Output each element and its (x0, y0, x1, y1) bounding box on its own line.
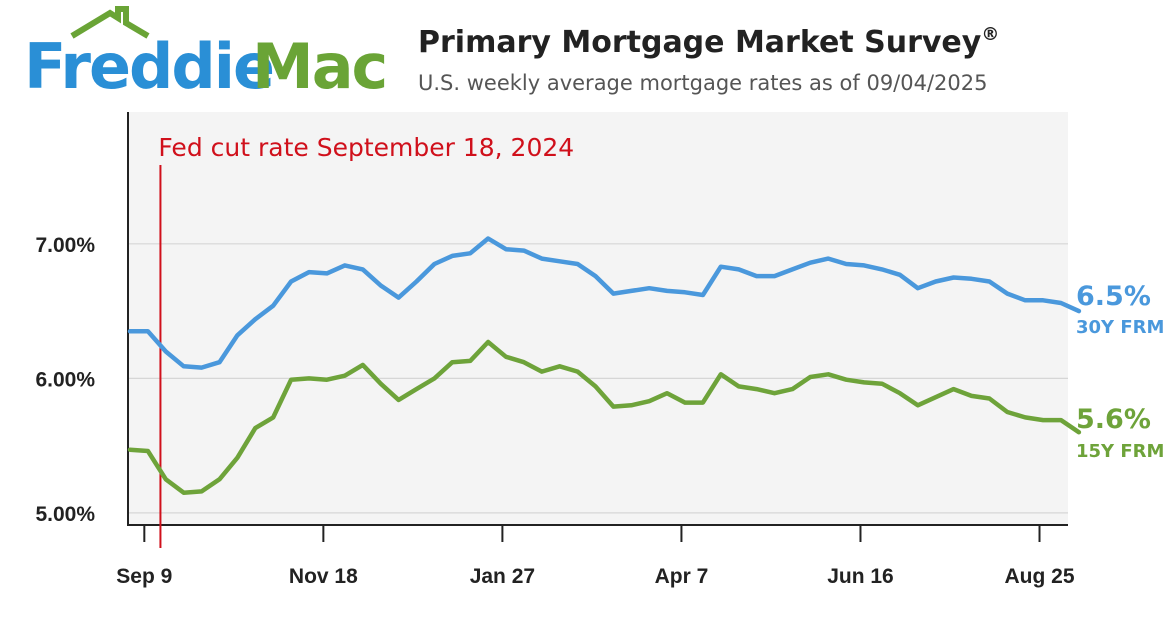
series-15y-end-value: 5.6% (1076, 404, 1151, 435)
series-line-15y-frm (127, 339, 1082, 495)
logo-text-mac: Mac (252, 30, 386, 103)
house-roof-icon (70, 6, 150, 39)
x-tick-label: Sep 9 (116, 565, 172, 588)
series-30y-end-value: 6.5% (1076, 281, 1151, 312)
x-tick-label: Nov 18 (289, 565, 358, 588)
x-tick-label: Apr 7 (655, 565, 709, 588)
fed-cut-annotation: Fed cut rate September 18, 2024 (158, 133, 574, 548)
x-tick-label: Jun 16 (827, 565, 894, 588)
axes (127, 112, 1068, 526)
series-lines (127, 236, 1082, 495)
series-15y-name: 15Y FRM (1076, 441, 1164, 462)
fed-cut-label: Fed cut rate September 18, 2024 (158, 133, 574, 162)
x-tick-label: Jan 27 (470, 565, 535, 588)
series-30y-name: 30Y FRM (1076, 317, 1164, 338)
y-tick-label: 7.00% (35, 234, 95, 257)
plot-area (128, 112, 1068, 525)
gridlines (128, 243, 1068, 514)
x-tick-label: Aug 25 (1005, 565, 1075, 588)
y-tick-label: 6.00% (35, 368, 95, 391)
logo-text-freddie: Freddie (24, 30, 273, 103)
freddie-mac-logo: Freddie Mac (24, 6, 388, 103)
chart-subtitle: U.S. weekly average mortgage rates as of… (418, 71, 988, 95)
series-end-labels: 6.5% 30Y FRM 5.6% 15Y FRM (1076, 281, 1164, 462)
y-tick-labels: 7.00% 6.00% 5.00% (35, 234, 95, 526)
chart-title-text: Primary Mortgage Market Survey (418, 25, 982, 60)
y-tick-label: 5.00% (35, 503, 95, 526)
chart-title: Primary Mortgage Market Survey® (418, 24, 999, 60)
x-tick-labels: Sep 9 Nov 18 Jan 27 Apr 7 Jun 16 Aug 25 (116, 525, 1075, 588)
registered-mark: ® (981, 24, 999, 45)
series-line-30y-frm (127, 236, 1082, 370)
